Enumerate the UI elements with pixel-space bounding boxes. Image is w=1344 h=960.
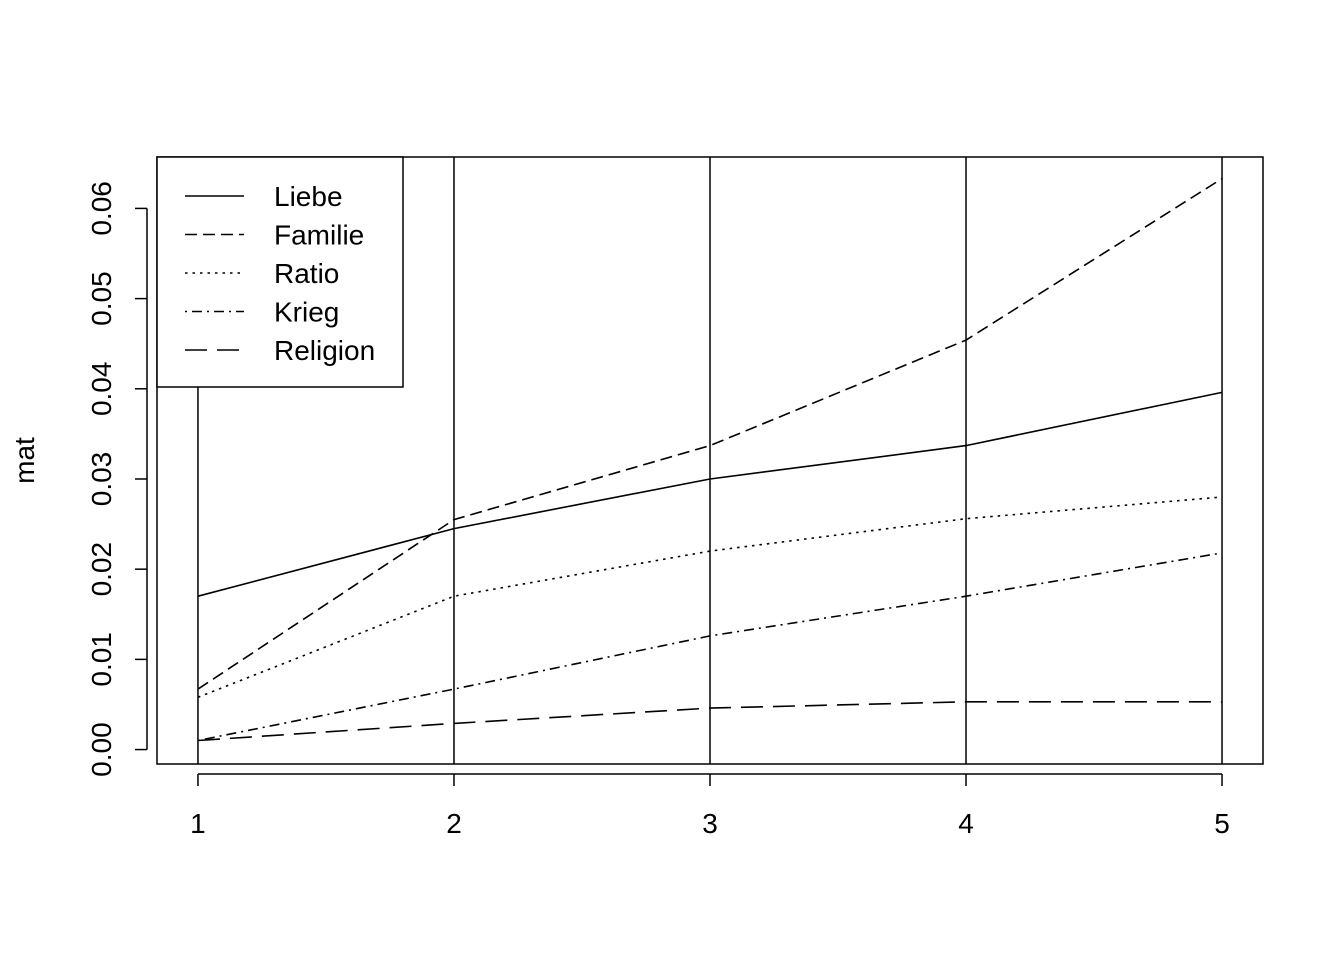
x-tick-label: 4	[958, 808, 974, 839]
y-tick-label: 0.06	[86, 181, 117, 236]
x-tick-label: 2	[446, 808, 462, 839]
legend: Liebe Familie Ratio Krieg Religion	[156, 156, 404, 388]
grid-lines	[197, 157, 1223, 764]
series-line-religion	[197, 700, 1222, 742]
x-tick-label: 5	[1214, 808, 1230, 839]
y-tick-label: 0.00	[86, 722, 117, 777]
y-axis-title: mat	[9, 437, 40, 484]
legend-label-liebe: Liebe	[274, 181, 343, 212]
axes: 0.00 0.01 0.02 0.03 0.04 0.05 0.06 1 2 3 4 5	[86, 181, 1230, 839]
x-tick-label: 1	[190, 808, 206, 839]
series-line-ratio	[197, 496, 1223, 699]
legend-label-krieg: Krieg	[274, 297, 339, 328]
series-line-familie	[197, 177, 1223, 690]
legend-label-ratio: Ratio	[274, 258, 339, 289]
series-line-krieg	[197, 552, 1223, 742]
series-lines	[197, 177, 1223, 742]
legend-label-familie: Familie	[274, 220, 364, 251]
plot-frame	[156, 156, 1264, 765]
legend-label-religion: Religion	[274, 335, 375, 366]
series-line-liebe	[197, 391, 1223, 597]
x-tick-label: 3	[702, 808, 718, 839]
y-tick-label: 0.04	[86, 362, 117, 417]
y-tick-label: 0.03	[86, 452, 117, 507]
y-tick-label: 0.01	[86, 632, 117, 687]
y-tick-label: 0.05	[86, 271, 117, 326]
y-tick-label: 0.02	[86, 542, 117, 597]
